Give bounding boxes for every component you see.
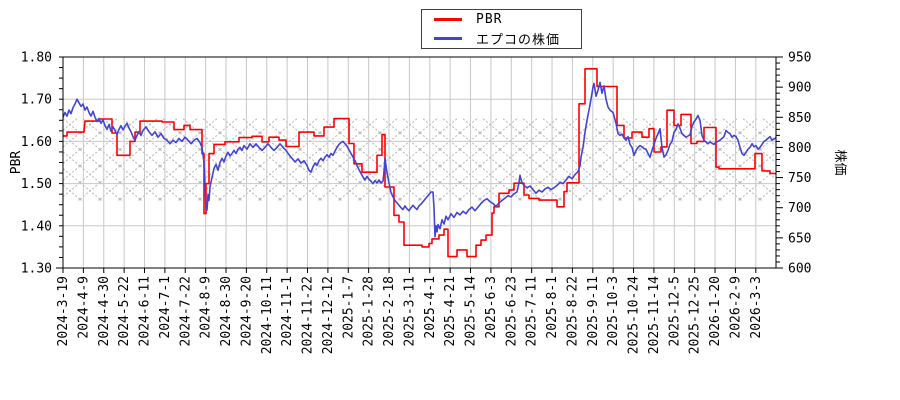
x-tick-label: 2026-2-9 — [728, 276, 743, 339]
x-tick-label: 2024-12-12 — [321, 276, 336, 354]
x-tick-label: 2024-7-22 — [178, 276, 193, 346]
x-tick-label: 2025-4-1 — [423, 276, 438, 339]
left-tick-label: 1.60 — [21, 135, 52, 150]
x-tick-label: 2025-8-22 — [565, 276, 580, 346]
x-tick-label: 2025-5-14 — [464, 276, 479, 347]
right-tick-label: 650 — [788, 231, 811, 246]
x-tick-label: 2024-7-1 — [158, 276, 173, 339]
right-tick-label: 850 — [788, 111, 811, 126]
left-tick-label: 1.50 — [21, 177, 52, 192]
x-tick-label: 2024-4-30 — [97, 276, 112, 346]
right-tick-label: 950 — [788, 51, 811, 66]
x-tick-label: 2024-11-22 — [301, 276, 316, 354]
legend-item-pbr: PBR — [422, 11, 581, 29]
x-tick-label: 2024-8-30 — [219, 276, 234, 346]
x-tick-label: 2026-1-20 — [708, 276, 723, 346]
x-tick-label: 2025-3-11 — [402, 276, 417, 346]
x-tick-label: 2025-1-7 — [341, 276, 356, 339]
legend: PBR エプコの株価 — [421, 9, 582, 49]
right-tick-label: 700 — [788, 201, 811, 216]
right-tick-label: 600 — [788, 262, 811, 277]
x-tick-label: 2025-6-23 — [504, 276, 519, 346]
x-tick-label: 2025-12-25 — [688, 276, 703, 354]
x-tick-label: 2024-11-1 — [280, 276, 295, 346]
left-tick-label: 1.80 — [21, 51, 52, 66]
x-tick-label: 2024-4-9 — [76, 276, 91, 339]
x-tick-label: 2024-6-11 — [138, 276, 153, 346]
left-tick-label: 1.30 — [21, 262, 52, 277]
x-tick-label: 2026-3-3 — [749, 276, 764, 339]
right-tick-label: 800 — [788, 141, 811, 156]
left-tick-label: 1.70 — [21, 93, 52, 108]
x-tick-label: 2024-5-22 — [117, 276, 132, 346]
x-tick-label: 2025-8-1 — [545, 276, 560, 339]
x-tick-label: 2024-10-11 — [260, 276, 275, 354]
x-tick-label: 2025-12-5 — [667, 276, 682, 346]
x-tick-label: 2025-6-3 — [484, 276, 499, 339]
legend-label-pbr: PBR — [476, 12, 503, 28]
legend-item-price: エプコの株価 — [422, 29, 581, 48]
x-tick-label: 2025-4-21 — [443, 276, 458, 346]
legend-label-price: エプコの株価 — [476, 32, 561, 48]
x-tick-label: 2024-8-9 — [199, 276, 214, 339]
x-tick-label: 2025-1-28 — [362, 276, 377, 346]
x-tick-label: 2025-9-11 — [586, 276, 601, 346]
x-tick-label: 2025-10-3 — [606, 276, 621, 346]
right-tick-label: 750 — [788, 171, 811, 186]
left-tick-label: 1.40 — [21, 219, 52, 234]
pbr-line-sample-icon — [434, 18, 462, 22]
x-tick-label: 2025-10-24 — [627, 276, 642, 354]
price-line-sample-icon — [434, 36, 462, 40]
x-tick-label: 2025-11-14 — [647, 276, 662, 354]
x-tick-label: 2025-2-18 — [382, 276, 397, 346]
x-tick-label: 2024-9-20 — [239, 276, 254, 346]
right-axis-title: 株価 — [832, 149, 847, 175]
x-tick-label: 2024-3-19 — [56, 276, 71, 346]
left-axis-title: PBR — [9, 151, 24, 175]
right-tick-label: 900 — [788, 81, 811, 96]
x-tick-label: 2025-7-11 — [525, 276, 540, 346]
